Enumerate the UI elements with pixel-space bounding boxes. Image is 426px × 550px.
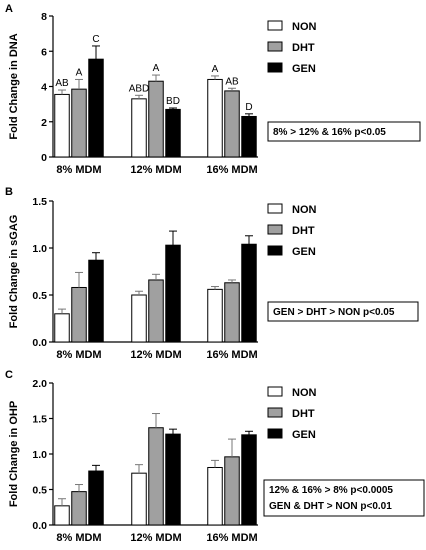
bar-dht [224, 282, 240, 343]
y-axis-title: Fold Change in DNA [8, 33, 20, 139]
significance-letter: C [92, 34, 99, 45]
bar-gen [165, 244, 181, 343]
bar-gen [88, 259, 104, 343]
legend-swatch-gen [267, 62, 283, 73]
bar-gen [241, 434, 257, 526]
legend-label-gen: GEN [292, 63, 316, 75]
panel-letter-A: A [5, 3, 13, 15]
bar-non [54, 93, 70, 158]
stats-annotation-box [267, 301, 419, 322]
bar-gen [165, 433, 181, 526]
y-axis-title: Fold Change in OHP [8, 401, 20, 507]
legend-swatch-dht [267, 407, 283, 418]
x-tick-label: 16% MDM [206, 164, 257, 176]
y-tick-label: 0.5 [32, 485, 47, 497]
y-tick-label: 6 [41, 46, 47, 58]
bar-dht [148, 279, 164, 343]
bar-non [131, 472, 147, 526]
legend-swatch-non [267, 386, 283, 397]
bar-non [207, 466, 223, 526]
bar-gen [88, 58, 104, 158]
legend-label-non: NON [292, 204, 317, 216]
bar-dht [224, 90, 240, 158]
x-tick-label: 12% MDM [130, 532, 181, 544]
stats-annotation-text: 8% > 12% & 16% p<0.05 [273, 127, 386, 138]
significance-letter: ABD [129, 83, 150, 94]
bar-non [207, 78, 223, 158]
legend-label-gen: GEN [292, 246, 316, 258]
bar-non [131, 98, 147, 158]
legend-label-dht: DHT [292, 225, 315, 237]
y-tick-label: 1.5 [32, 414, 47, 426]
bar-non [207, 288, 223, 343]
chart-panel-C: C 0.0 0.5 1.0 1.5 2.0 Fold Change in OHP 8% MDM… [5, 369, 425, 544]
y-tick-label: 0.0 [32, 520, 47, 532]
y-axis-title: Fold Change in sGAG [8, 215, 20, 329]
bar-non [54, 505, 70, 526]
significance-letter: A [76, 67, 83, 78]
bar-non [131, 294, 147, 343]
y-tick-label: 1.0 [32, 449, 47, 461]
significance-letter: BD [166, 96, 180, 107]
significance-letter: A [153, 63, 160, 74]
legend-label-non: NON [292, 387, 317, 399]
bar-dht [224, 456, 240, 526]
x-tick-label: 16% MDM [206, 349, 257, 361]
bar-gen [241, 115, 257, 158]
x-tick-label: 12% MDM [130, 349, 181, 361]
significance-letter: AB [225, 76, 239, 87]
bar-non [54, 313, 70, 343]
x-tick-label: 8% MDM [56, 164, 101, 176]
bar-dht [71, 491, 87, 526]
panel-letter-C: C [5, 369, 13, 381]
y-tick-label: 2.0 [32, 378, 47, 390]
bar-gen [165, 108, 181, 158]
panel-letter-B: B [5, 186, 13, 198]
y-tick-label: 8 [41, 11, 47, 23]
bar-dht [71, 286, 87, 343]
legend-label-non: NON [292, 21, 317, 33]
y-tick-label: 0 [41, 152, 47, 164]
significance-letter: D [245, 102, 252, 113]
stats-annotation-text: GEN > DHT > NON p<0.05 [273, 307, 395, 318]
legend-swatch-non [267, 203, 283, 214]
legend-swatch-non [267, 20, 283, 31]
y-tick-label: 0.0 [32, 337, 47, 349]
stats-annotation-box [267, 121, 421, 142]
legend-swatch-dht [267, 41, 283, 52]
stats-annotation-text: GEN & DHT > NON p<0.01 [269, 501, 392, 512]
bar-dht [148, 427, 164, 526]
legend-label-gen: GEN [292, 429, 316, 441]
y-tick-label: 4 [41, 82, 47, 94]
x-tick-label: 12% MDM [130, 164, 181, 176]
stats-annotation-text: 12% & 16% > 8% p<0.0005 [269, 485, 393, 496]
y-tick-label: 1.5 [32, 196, 47, 208]
y-tick-label: 1.0 [32, 243, 47, 255]
bar-gen [88, 470, 104, 526]
legend-swatch-gen [267, 428, 283, 439]
stats-annotation-box [263, 479, 425, 517]
x-tick-label: 8% MDM [56, 349, 101, 361]
y-tick-label: 0.5 [32, 290, 47, 302]
x-tick-label: 8% MDM [56, 532, 101, 544]
chart-panel-A: A 0 2 4 6 8 Fold Change in DNA 8% MDM 12% MDM 16%… [5, 3, 421, 176]
chart-panel-B: B 0.0 0.5 1.0 1.5 Fold Change in sGAG 8% MDM 12… [5, 186, 419, 361]
significance-letter: A [212, 64, 219, 75]
legend-swatch-dht [267, 224, 283, 235]
bar-gen [241, 243, 257, 343]
x-tick-label: 16% MDM [206, 532, 257, 544]
significance-letter: AB [55, 78, 69, 89]
legend-swatch-gen [267, 245, 283, 256]
bar-dht [71, 88, 87, 158]
bar-dht [148, 80, 164, 158]
legend-label-dht: DHT [292, 408, 315, 420]
y-tick-label: 2 [41, 117, 47, 129]
legend-label-dht: DHT [292, 42, 315, 54]
